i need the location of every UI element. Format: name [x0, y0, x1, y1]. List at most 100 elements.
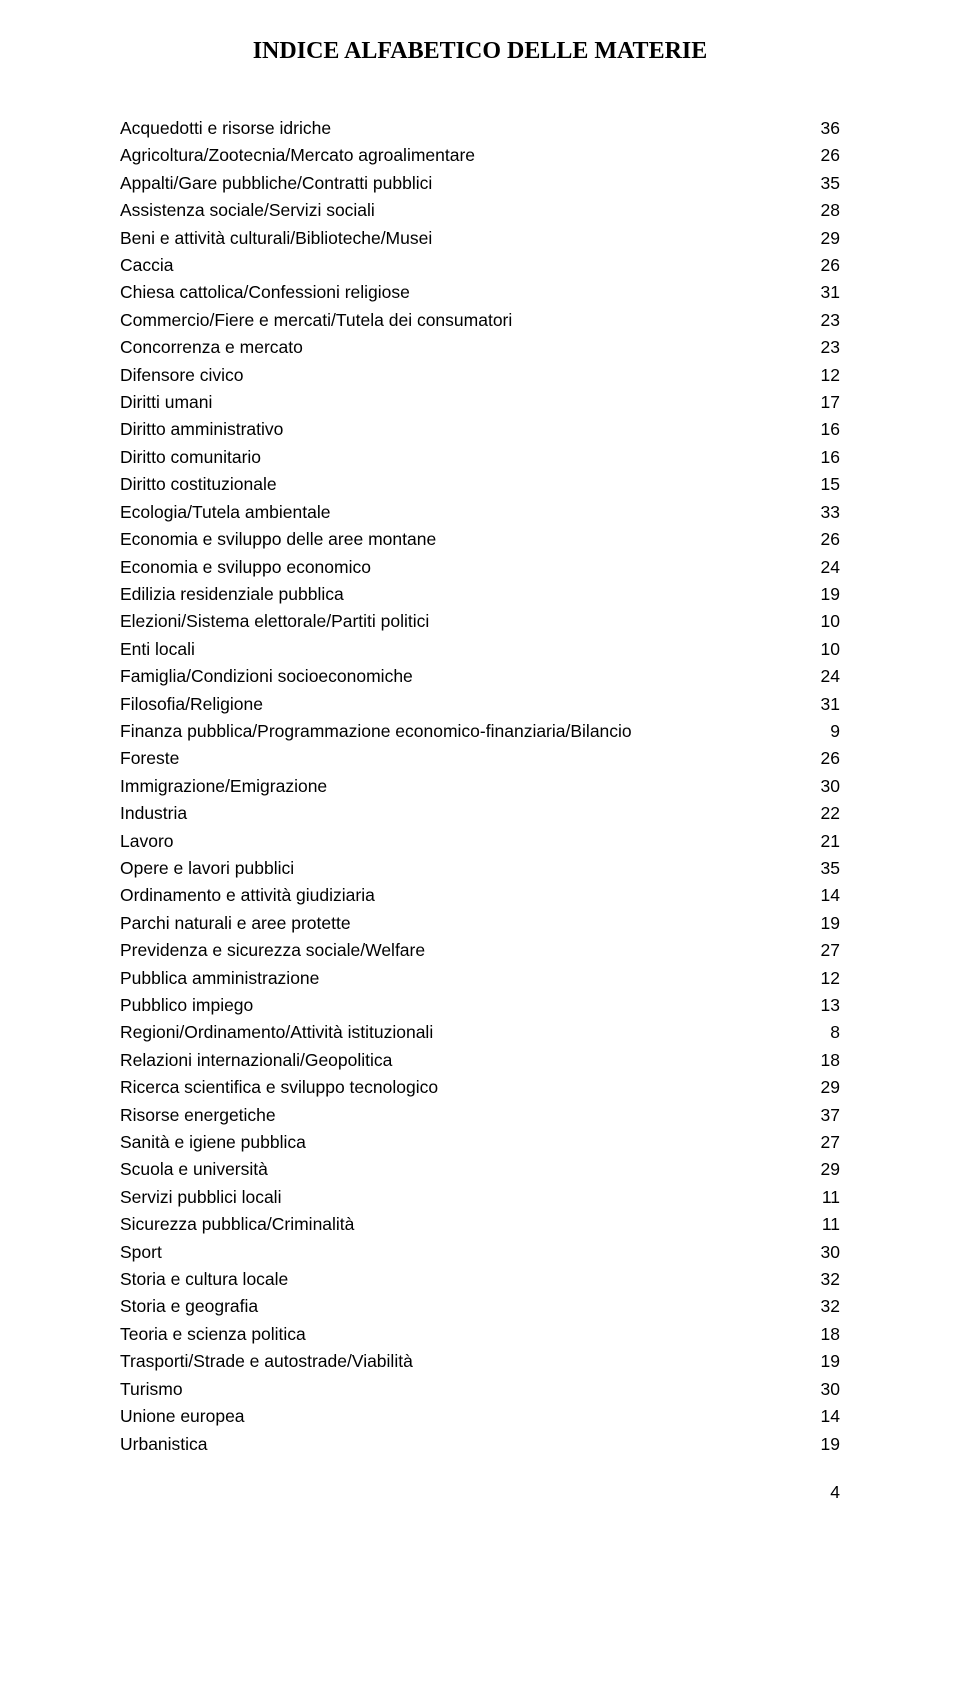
index-list: Acquedotti e risorse idriche36Agricoltur… — [120, 115, 840, 1458]
index-entry-page: 37 — [800, 1102, 840, 1129]
index-row: Opere e lavori pubblici35 — [120, 855, 840, 882]
index-entry-label: Pubblico impiego — [120, 992, 800, 1019]
index-row: Caccia26 — [120, 252, 840, 279]
index-row: Famiglia/Condizioni socioeconomiche24 — [120, 663, 840, 690]
index-entry-label: Immigrazione/Emigrazione — [120, 773, 800, 800]
index-entry-label: Servizi pubblici locali — [120, 1184, 800, 1211]
index-entry-label: Lavoro — [120, 828, 800, 855]
index-entry-page: 29 — [800, 1156, 840, 1183]
index-row: Risorse energetiche37 — [120, 1102, 840, 1129]
index-row: Beni e attività culturali/Biblioteche/Mu… — [120, 225, 840, 252]
index-row: Diritto amministrativo16 — [120, 416, 840, 443]
index-entry-label: Economia e sviluppo economico — [120, 554, 800, 581]
index-entry-page: 24 — [800, 554, 840, 581]
index-entry-label: Foreste — [120, 745, 800, 772]
index-row: Concorrenza e mercato23 — [120, 334, 840, 361]
index-entry-label: Diritto amministrativo — [120, 416, 800, 443]
index-entry-page: 29 — [800, 1074, 840, 1101]
index-row: Enti locali10 — [120, 636, 840, 663]
index-row: Elezioni/Sistema elettorale/Partiti poli… — [120, 608, 840, 635]
index-entry-page: 23 — [800, 307, 840, 334]
index-entry-page: 19 — [800, 581, 840, 608]
index-entry-page: 18 — [800, 1321, 840, 1348]
index-row: Storia e geografia32 — [120, 1293, 840, 1320]
index-entry-page: 10 — [800, 608, 840, 635]
index-row: Diritto comunitario16 — [120, 444, 840, 471]
index-entry-label: Appalti/Gare pubbliche/Contratti pubblic… — [120, 170, 800, 197]
index-entry-page: 23 — [800, 334, 840, 361]
index-entry-page: 30 — [800, 1376, 840, 1403]
index-row: Parchi naturali e aree protette19 — [120, 910, 840, 937]
index-entry-page: 15 — [800, 471, 840, 498]
index-entry-page: 14 — [800, 882, 840, 909]
index-entry-page: 13 — [800, 992, 840, 1019]
index-entry-page: 19 — [800, 1348, 840, 1375]
index-entry-label: Assistenza sociale/Servizi sociali — [120, 197, 800, 224]
index-row: Teoria e scienza politica18 — [120, 1321, 840, 1348]
index-entry-label: Urbanistica — [120, 1431, 800, 1458]
index-row: Appalti/Gare pubbliche/Contratti pubblic… — [120, 170, 840, 197]
index-entry-page: 30 — [800, 773, 840, 800]
index-entry-page: 17 — [800, 389, 840, 416]
index-row: Ricerca scientifica e sviluppo tecnologi… — [120, 1074, 840, 1101]
index-row: Economia e sviluppo delle aree montane26 — [120, 526, 840, 553]
index-entry-label: Industria — [120, 800, 800, 827]
index-entry-label: Filosofia/Religione — [120, 691, 800, 718]
index-entry-page: 30 — [800, 1239, 840, 1266]
index-entry-label: Caccia — [120, 252, 800, 279]
index-row: Servizi pubblici locali11 — [120, 1184, 840, 1211]
page-number: 4 — [120, 1482, 840, 1503]
index-row: Urbanistica19 — [120, 1431, 840, 1458]
index-entry-label: Ecologia/Tutela ambientale — [120, 499, 800, 526]
index-row: Finanza pubblica/Programmazione economic… — [120, 718, 840, 745]
index-row: Unione europea14 — [120, 1403, 840, 1430]
index-row: Scuola e università29 — [120, 1156, 840, 1183]
index-entry-page: 32 — [800, 1266, 840, 1293]
index-row: Sport30 — [120, 1239, 840, 1266]
index-entry-label: Risorse energetiche — [120, 1102, 800, 1129]
index-entry-page: 26 — [800, 142, 840, 169]
index-row: Storia e cultura locale32 — [120, 1266, 840, 1293]
index-row: Diritto costituzionale15 — [120, 471, 840, 498]
index-row: Foreste26 — [120, 745, 840, 772]
index-entry-label: Edilizia residenziale pubblica — [120, 581, 800, 608]
index-entry-page: 8 — [800, 1019, 840, 1046]
index-entry-label: Teoria e scienza politica — [120, 1321, 800, 1348]
index-entry-label: Sicurezza pubblica/Criminalità — [120, 1211, 800, 1238]
index-entry-label: Pubblica amministrazione — [120, 965, 800, 992]
index-entry-label: Turismo — [120, 1376, 800, 1403]
index-row: Immigrazione/Emigrazione30 — [120, 773, 840, 800]
index-entry-page: 27 — [800, 1129, 840, 1156]
index-entry-page: 26 — [800, 745, 840, 772]
index-entry-label: Acquedotti e risorse idriche — [120, 115, 800, 142]
index-entry-label: Scuola e università — [120, 1156, 800, 1183]
index-entry-label: Famiglia/Condizioni socioeconomiche — [120, 663, 800, 690]
index-entry-label: Previdenza e sicurezza sociale/Welfare — [120, 937, 800, 964]
index-entry-page: 16 — [800, 416, 840, 443]
index-row: Filosofia/Religione31 — [120, 691, 840, 718]
index-row: Regioni/Ordinamento/Attività istituziona… — [120, 1019, 840, 1046]
index-entry-label: Storia e cultura locale — [120, 1266, 800, 1293]
index-row: Turismo30 — [120, 1376, 840, 1403]
index-entry-label: Parchi naturali e aree protette — [120, 910, 800, 937]
index-entry-label: Economia e sviluppo delle aree montane — [120, 526, 800, 553]
index-entry-page: 27 — [800, 937, 840, 964]
index-entry-label: Sport — [120, 1239, 800, 1266]
index-entry-label: Enti locali — [120, 636, 800, 663]
index-entry-label: Opere e lavori pubblici — [120, 855, 800, 882]
index-row: Diritti umani17 — [120, 389, 840, 416]
index-row: Ecologia/Tutela ambientale33 — [120, 499, 840, 526]
index-entry-page: 32 — [800, 1293, 840, 1320]
index-entry-label: Elezioni/Sistema elettorale/Partiti poli… — [120, 608, 800, 635]
index-entry-label: Finanza pubblica/Programmazione economic… — [120, 718, 800, 745]
index-row: Commercio/Fiere e mercati/Tutela dei con… — [120, 307, 840, 334]
page-title: INDICE ALFABETICO DELLE MATERIE — [120, 38, 840, 65]
index-entry-page: 12 — [800, 362, 840, 389]
index-entry-label: Diritto costituzionale — [120, 471, 800, 498]
index-entry-page: 19 — [800, 910, 840, 937]
index-entry-label: Diritto comunitario — [120, 444, 800, 471]
index-entry-label: Storia e geografia — [120, 1293, 800, 1320]
index-row: Difensore civico12 — [120, 362, 840, 389]
index-entry-page: 22 — [800, 800, 840, 827]
index-entry-page: 36 — [800, 115, 840, 142]
